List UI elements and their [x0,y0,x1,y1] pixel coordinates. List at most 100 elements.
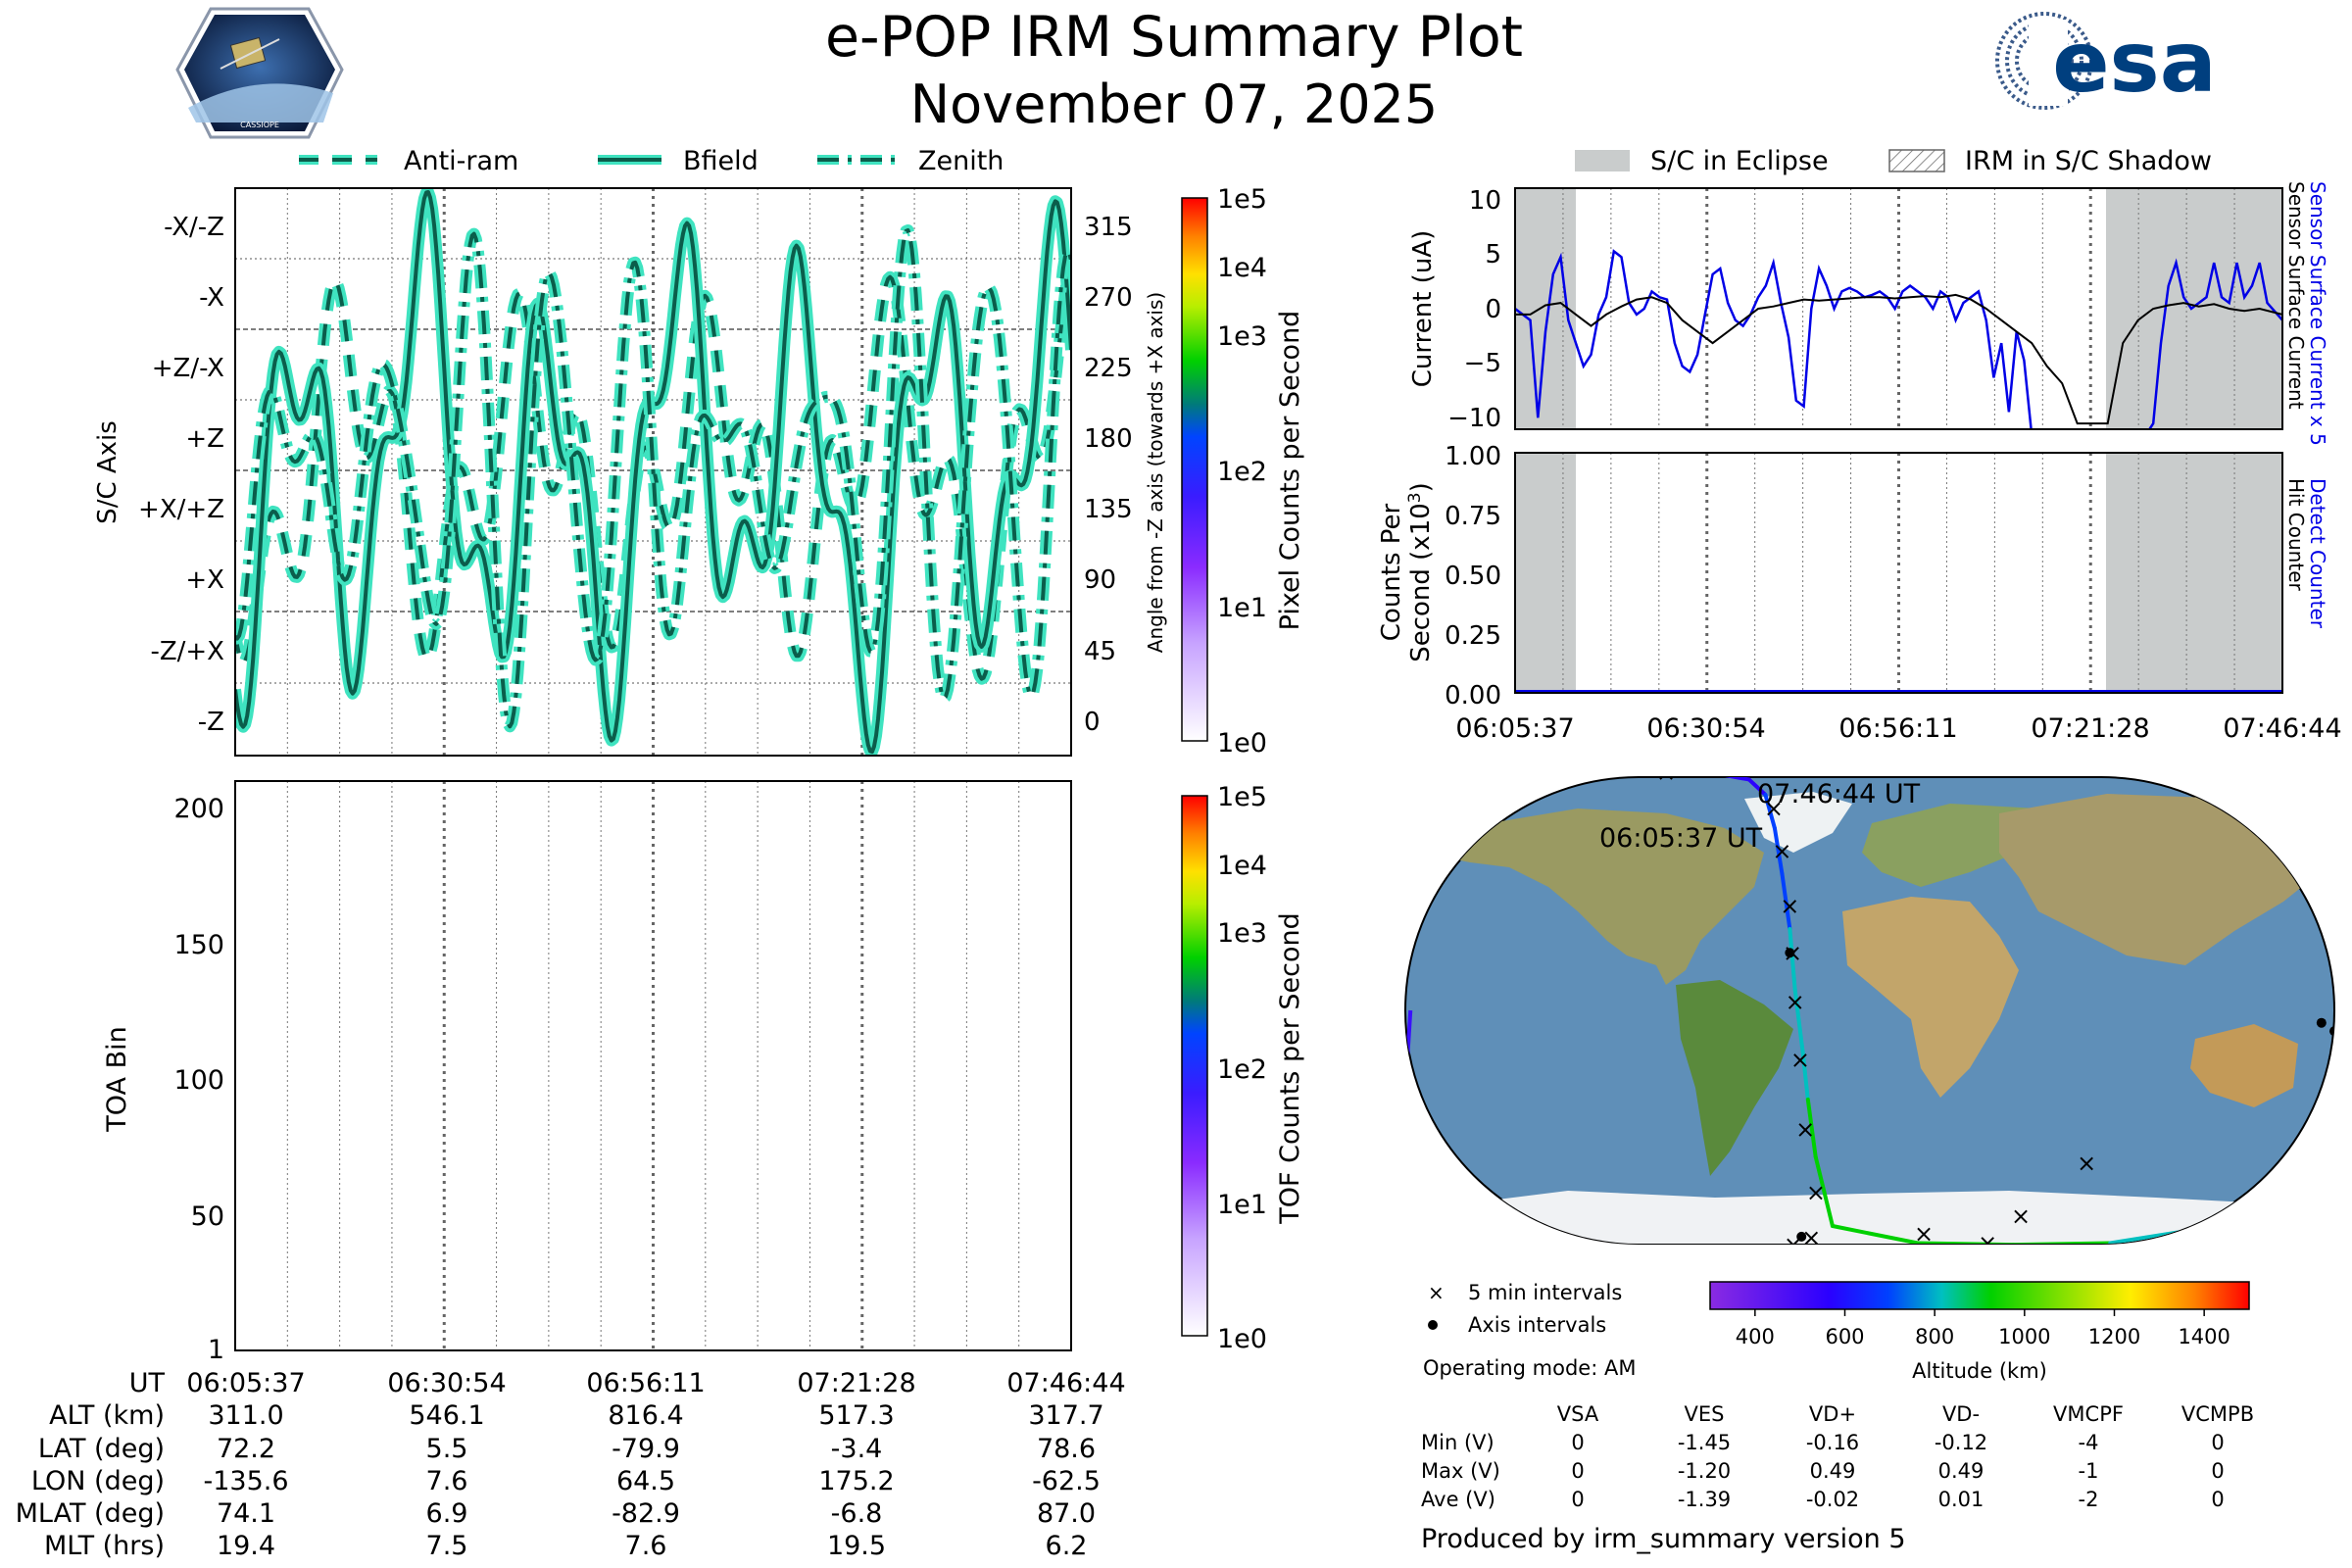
axis-label-mz-px: -Z/+X [150,637,224,666]
asia [1999,794,2332,965]
greenland [1744,792,1852,853]
logo-left-caption: CASSIOPE [240,121,279,129]
volt-header: VCMPB [2181,1402,2254,1426]
tof-cbar-1e1: 1e1 [1217,1190,1267,1220]
toa-tick-1: 1 [208,1335,224,1365]
eph-cell: 72.2 [217,1434,275,1464]
angle-tick-180: 180 [1084,424,1133,454]
map-legend: × 5 min intervals Axis intervals Operati… [1423,1281,1636,1380]
tof-cbar-1e5: 1e5 [1217,782,1267,812]
eph-cell: 06:05:37 [186,1368,305,1398]
counts-ylabel-main: Second (x10 [1406,503,1436,662]
volt-cell: 0 [1571,1431,1584,1454]
angle-tick-270: 270 [1084,283,1133,313]
australia [2190,1024,2298,1107]
eph-cell: 317.7 [1028,1400,1103,1431]
five-min-marker: × [1780,893,1799,920]
five-min-marker: × [1914,1220,1934,1248]
track-segment [1682,773,1723,774]
track-segment [1451,778,1504,788]
legend-shadow: IRM in S/C Shadow [1965,146,2212,176]
eph-cell: -3.4 [831,1434,883,1464]
eph-cell: 19.5 [827,1531,886,1561]
volt-cell: -1 [2079,1459,2099,1483]
eph-cell: 5.5 [426,1434,468,1464]
eph-cell: 6.2 [1046,1531,1088,1561]
current-ylabel: Current (uA) [1408,230,1438,387]
volt-cell: -0.16 [1806,1431,1859,1454]
eph-cell: -62.5 [1032,1466,1101,1496]
volt-cell: -4 [2079,1431,2099,1454]
esa-logo: esa [1995,12,2217,112]
volt-cell: 0.49 [1938,1459,1984,1483]
five-min-marker: × [2011,1202,2031,1230]
volt-cell: 0 [2211,1488,2224,1511]
track-end-label: 07:46:44 UT [1757,779,1921,809]
eph-cell: 6.9 [426,1498,468,1529]
current-grid [1562,188,2235,429]
cnt-tick-050: 0.50 [1445,562,1501,591]
angle-tick-135: 135 [1084,495,1133,524]
five-min-marker: × [1764,795,1784,822]
eph-label-lon: LON (deg) [31,1466,165,1496]
attitude-angle-ticks: 315 270 225 180 135 90 45 0 Angle from -… [1084,213,1167,737]
cnt-tick-100: 1.00 [1445,442,1501,471]
cnt-xtick-1: 06:30:54 [1646,713,1765,744]
volt-cell: 0 [2211,1431,2224,1454]
volt-cell: -1.39 [1678,1488,1731,1511]
five-min-marker: × [1786,989,1805,1016]
legend-axis-int: Axis intervals [1468,1313,1606,1337]
pixel-cbar-1e0: 1e0 [1217,728,1267,759]
tof-colorbar: 1e5 1e4 1e3 1e2 1e1 1e0 TOF Counts per S… [1181,782,1305,1354]
track-segment [1916,1241,2016,1244]
toa-tick-200: 200 [173,794,224,824]
angle-tick-0: 0 [1084,708,1101,737]
produced-by: Produced by irm_summary version 5 [1421,1524,1906,1554]
five-min-marker: × [1428,773,1447,801]
volt-cell: 0.01 [1938,1488,1984,1511]
eph-cell: 517.3 [818,1400,894,1431]
north-america [1421,808,1764,985]
eph-cell: 64.5 [616,1466,675,1496]
plot-date: November 07, 2025 [910,74,1439,135]
axis-label-px: +X [185,565,224,595]
track-segment [1830,1224,1921,1244]
track-segment [1763,792,1777,831]
axis-marker [2329,1026,2334,1037]
track-start-label: 06:05:37 UT [1599,823,1763,854]
volt-cell: -0.12 [1935,1431,1987,1454]
tof-cbar-1e2: 1e2 [1217,1054,1267,1085]
counts-eclipse-end [2106,453,2282,693]
cur-tick-m5: −5 [1464,349,1501,378]
cnt-tick-025: 0.25 [1445,621,1501,651]
alt-tick-label: 1200 [2088,1325,2140,1348]
volt-header: VD+ [1809,1402,1856,1426]
volt-cell: -2 [2079,1488,2099,1511]
toa-yaxis: 200 150 100 50 1 TOA Bin [102,794,224,1365]
eph-cell: -135.6 [203,1466,288,1496]
angle-tick-90: 90 [1084,565,1116,595]
eph-cell: -79.9 [612,1434,680,1464]
alt-tick-label: 800 [1915,1325,1954,1348]
eph-label-mlt: MLT (hrs) [44,1531,165,1561]
toa-grid [286,781,1020,1350]
eph-cell: 816.4 [608,1400,683,1431]
eph-label-alt: ALT (km) [49,1400,165,1431]
cur-tick-5: 5 [1485,240,1501,270]
south-america [1676,980,1793,1176]
pixel-cbar-label: Pixel Counts per Second [1275,311,1305,631]
ephemeris-table: UT ALT (km) LAT (deg) LON (deg) MLAT (de… [16,1368,1126,1561]
attitude-ylabel: S/C Axis [93,420,122,524]
eph-cell: 546.1 [409,1400,484,1431]
legend-eclipse: S/C in Eclipse [1650,146,1829,176]
volt-row-label: Ave (V) [1421,1488,1495,1511]
axis-marker [1575,777,1586,781]
current-right-label-blue: Sensor Surface Current x 5 [2306,181,2329,446]
volt-row-label: Min (V) [1421,1431,1494,1454]
volt-header: VES [1685,1402,1725,1426]
legend-anti-ram: Anti-ram [404,146,518,176]
ground-track-map: ×××××××××××××××××× 07:46:44 UT 06:05:37 … [1404,773,2335,1248]
attitude-traces [235,188,1071,756]
current-legend: S/C in Eclipse IRM in S/C Shadow [1575,146,2212,176]
tof-cbar-1e3: 1e3 [1217,918,1267,949]
